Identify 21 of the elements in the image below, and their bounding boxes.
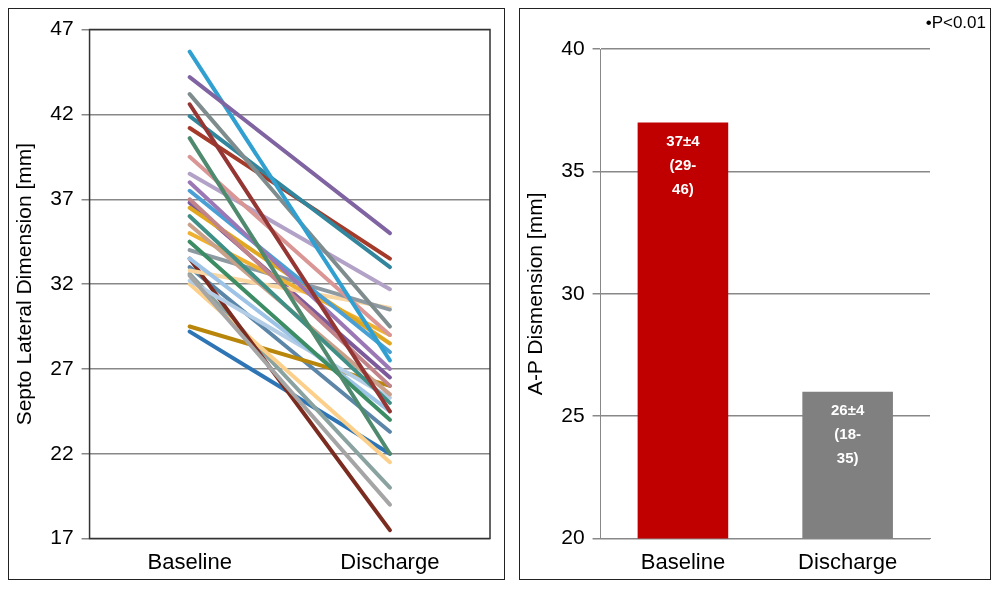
y-axis-title: A-P Dismension [mm] [523,192,547,396]
data-label: 37±4 (29-46) [666,132,701,198]
x-tick-label: Baseline [147,548,232,574]
data-label: 26±4 (18-35) [831,401,865,467]
y-tick-label: 30 [561,280,585,304]
text: •P<0.01 [925,13,986,33]
x-tick-label: Baseline [640,548,726,574]
y-tick-label: 27 [50,355,74,379]
y-tick-label: 42 [50,101,74,125]
y-tick-label: 20 [561,525,585,549]
y-tick-label: 35 [561,158,585,182]
x-tick-label: Discharge [798,548,898,574]
y-tick-label: 17 [50,525,74,549]
y-tick-label: 25 [561,403,585,426]
y-axis-title: Septo Lateral Dimension [mm] [12,142,36,426]
x-tick-label: Discharge [340,548,440,574]
y-tick-label: 37 [50,186,74,210]
y-tick-label: 22 [50,440,74,464]
y-tick-label: 40 [561,35,585,59]
y-tick-label: 32 [50,270,74,294]
y-tick-label: 47 [50,16,74,40]
